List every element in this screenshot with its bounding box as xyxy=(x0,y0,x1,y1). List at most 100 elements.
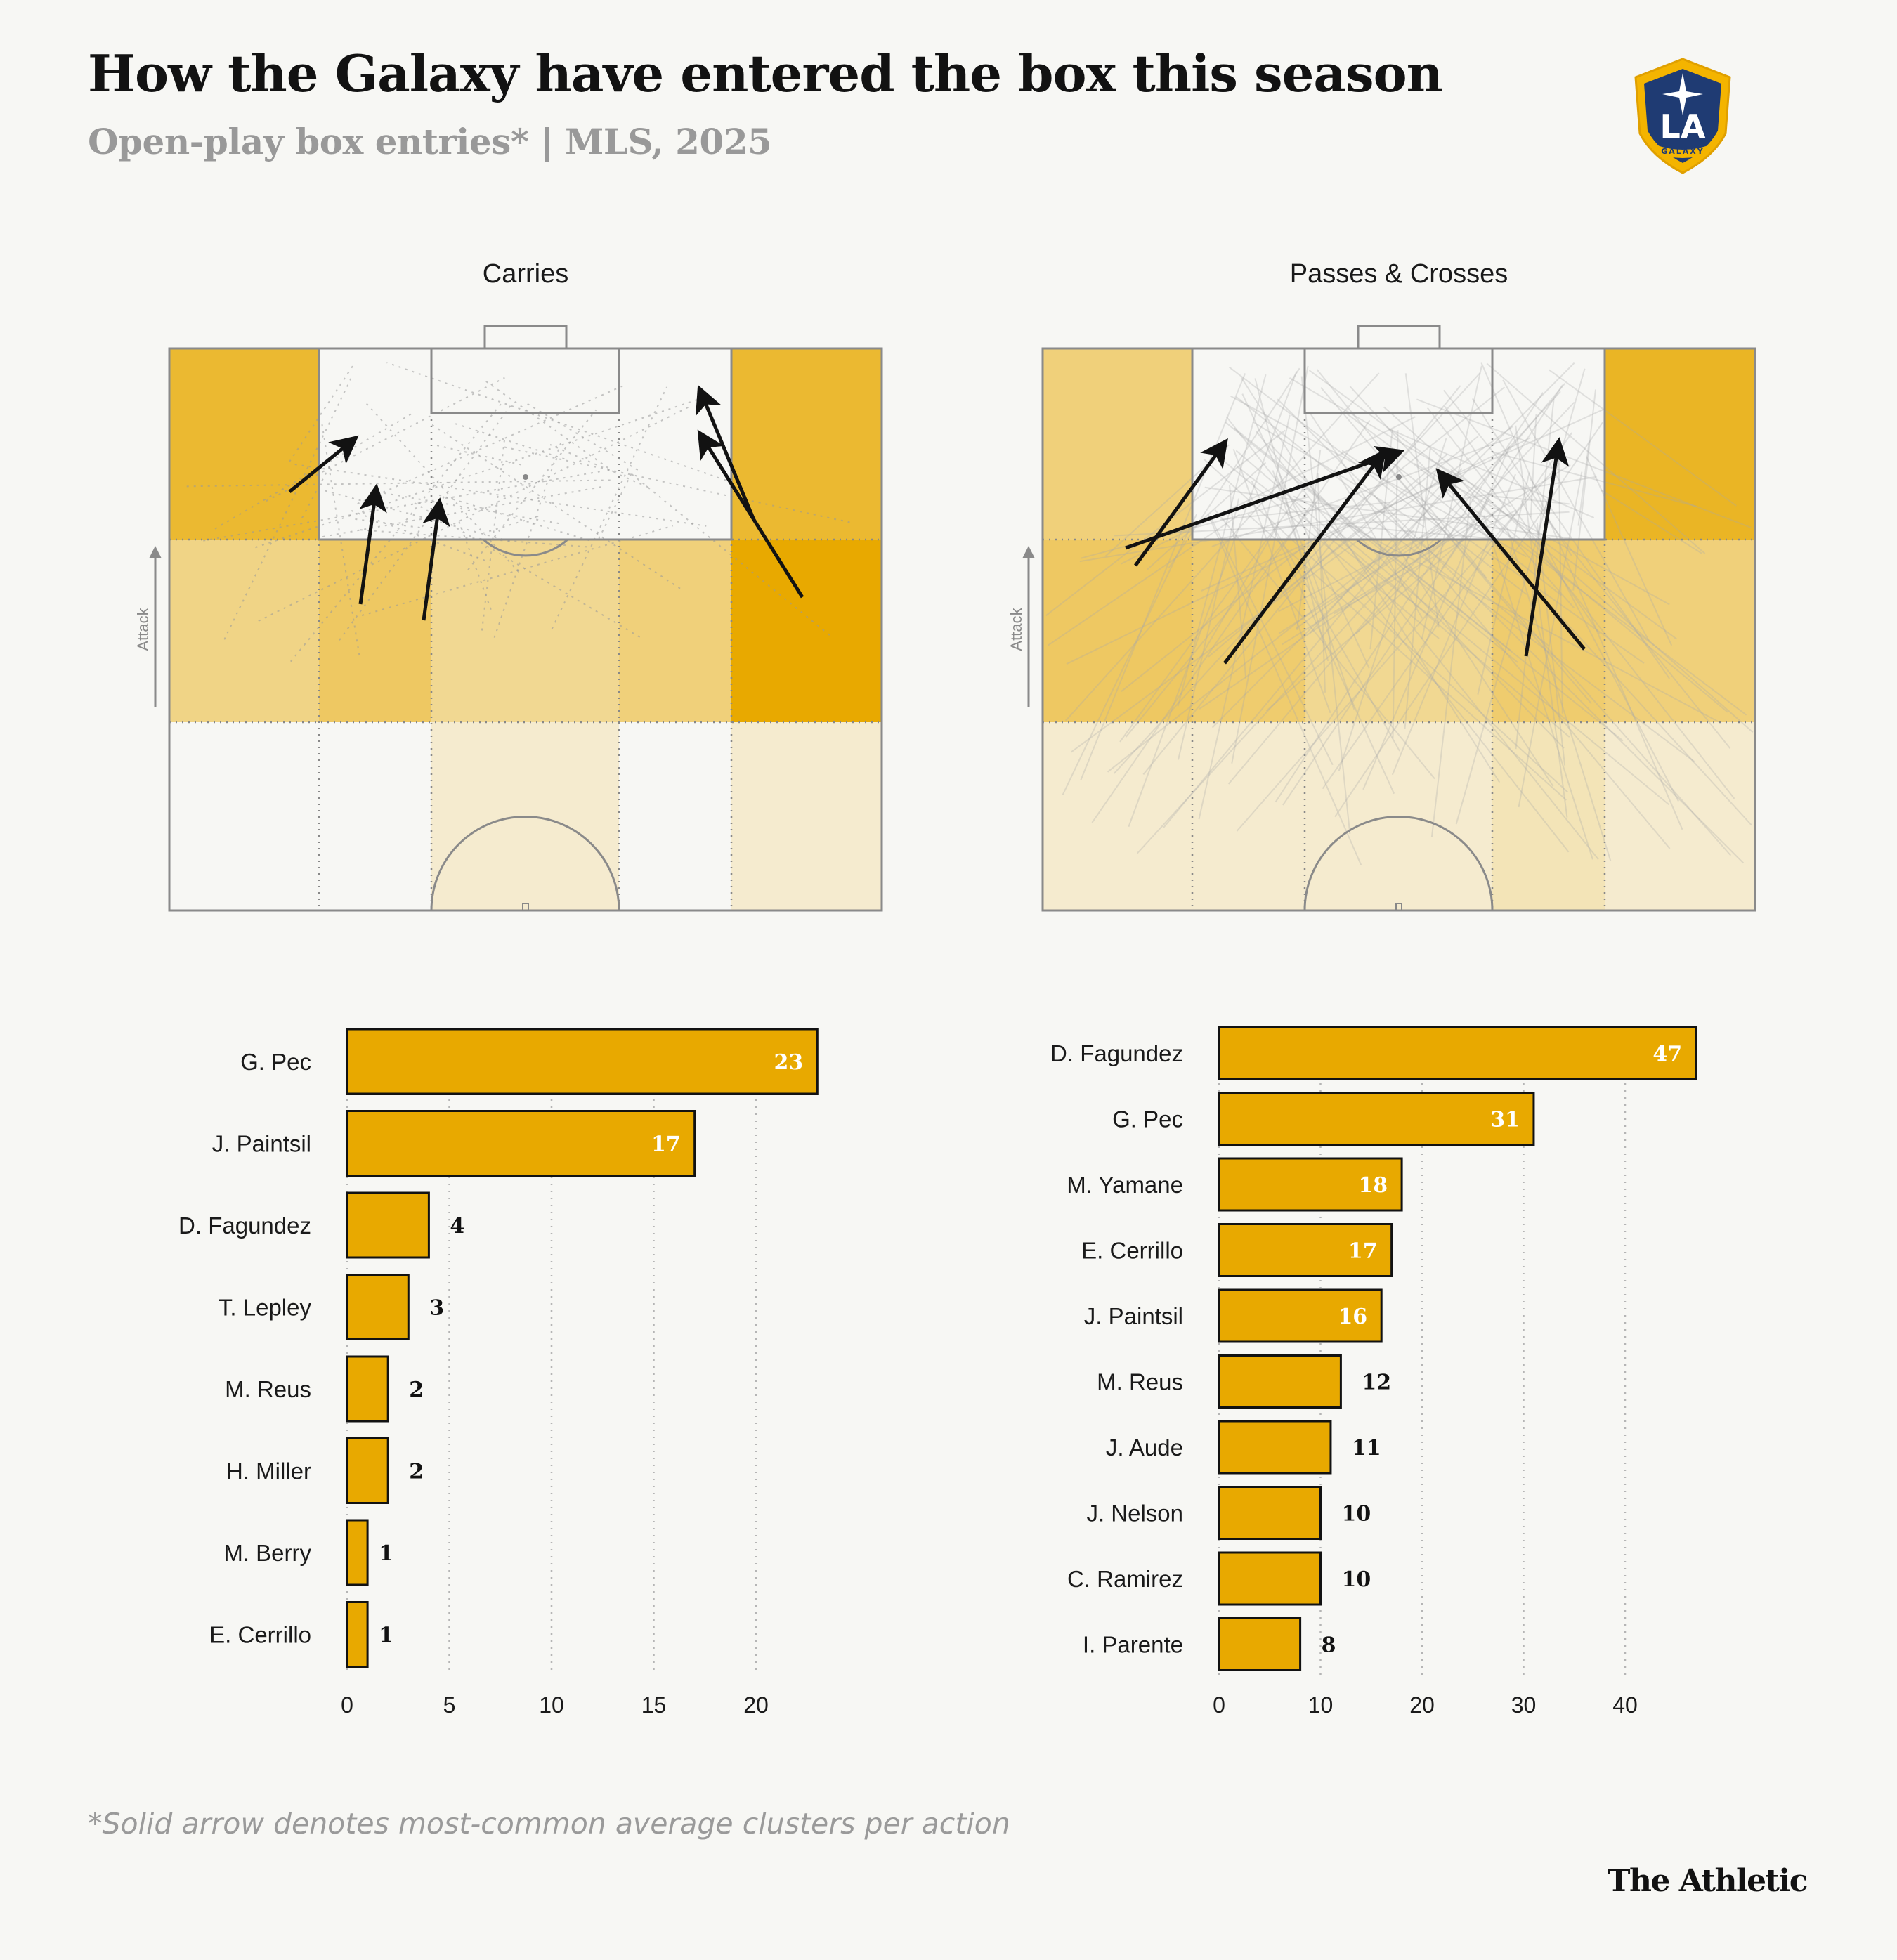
category-label: T. Lepley xyxy=(219,1295,312,1321)
brand-logo-text: The Athletic xyxy=(1607,1863,1808,1899)
zone-carries-0-0 xyxy=(169,348,319,540)
chart-subtitle: Open-play box entries* | MLS, 2025 xyxy=(88,121,772,162)
cluster-arrow-carries-1 xyxy=(358,483,387,605)
bar-passes-1 xyxy=(1218,1092,1535,1146)
bar-carries-4 xyxy=(346,1355,389,1423)
attack-label-passes: Attack xyxy=(1008,607,1025,651)
value-label: 17 xyxy=(1348,1239,1378,1264)
value-label: 8 xyxy=(1322,1633,1336,1658)
penalty-area-passes xyxy=(1192,348,1605,540)
tick-label: 40 xyxy=(1612,1692,1638,1718)
cluster-arrow-carries-4 xyxy=(696,384,756,521)
pitch-carries: Carries Attack xyxy=(134,259,883,912)
category-label: J. Paintsil xyxy=(212,1131,311,1157)
pitch-title-passes: Passes & Crosses xyxy=(1290,259,1508,289)
zone-passes-2-0 xyxy=(1043,722,1192,910)
tick-label: 0 xyxy=(1213,1692,1225,1718)
tick-label: 15 xyxy=(641,1692,667,1718)
value-label: 17 xyxy=(651,1132,681,1157)
la-galaxy-logo-icon: LA GALAXY xyxy=(1634,58,1731,174)
bar-passes-8 xyxy=(1218,1551,1322,1606)
category-label: M. Reus xyxy=(225,1376,311,1402)
value-label: 10 xyxy=(1342,1567,1371,1592)
center-circle-passes xyxy=(1303,816,1494,911)
zone-carries-1-2 xyxy=(431,540,619,722)
value-label: 1 xyxy=(379,1541,393,1566)
goal-passes xyxy=(1357,325,1441,350)
cluster-arrow-passes-2 xyxy=(1223,449,1387,665)
bar-carries-7 xyxy=(346,1601,369,1668)
category-label: I. Parente xyxy=(1083,1632,1183,1658)
category-label: M. Yamane xyxy=(1067,1172,1183,1198)
logo-letters: LA xyxy=(1660,107,1706,145)
zone-carries-0-4 xyxy=(731,348,882,540)
value-label: 2 xyxy=(409,1378,424,1402)
bar-chart-passes: 0 10 20 30 40 D. Fagundez 47 G. Pec 31 M. Yamane 1… xyxy=(1050,1026,1697,1718)
tick-label: 10 xyxy=(1308,1692,1334,1718)
zone-passes-2-4 xyxy=(1605,722,1755,910)
zone-passes-1-2 xyxy=(1305,540,1492,722)
zone-carries-2-1 xyxy=(319,722,431,910)
footnote: *Solid arrow denotes most-common average… xyxy=(88,1807,1010,1841)
category-label: H. Miller xyxy=(226,1458,311,1484)
zone-carries-2-0 xyxy=(169,722,319,910)
category-label: D. Fagundez xyxy=(178,1213,311,1239)
attack-label-carries: Attack xyxy=(134,607,152,651)
value-label: 16 xyxy=(1338,1305,1367,1329)
center-circle-carries xyxy=(430,816,620,911)
goal-carries xyxy=(483,325,568,350)
category-label: M. Reus xyxy=(1097,1369,1183,1395)
bar-passes-2 xyxy=(1218,1157,1403,1212)
cluster-arrow-passes-3 xyxy=(1435,468,1586,651)
pitch-title-carries: Carries xyxy=(483,259,568,289)
pitch-passes: Passes & Crosses Attack xyxy=(1008,259,1756,912)
zone-carries-2-3 xyxy=(619,722,731,910)
tick-label: 5 xyxy=(443,1692,456,1718)
cluster-arrow-passes-1 xyxy=(1125,446,1405,550)
tick-label: 20 xyxy=(1409,1692,1435,1718)
zone-passes-1-4 xyxy=(1605,540,1755,722)
bar-carries-6 xyxy=(346,1519,369,1586)
value-label: 23 xyxy=(774,1050,804,1075)
value-label: 3 xyxy=(429,1296,444,1321)
penalty-area-carries xyxy=(319,348,731,540)
bar-carries-2 xyxy=(346,1191,430,1259)
bar-passes-4 xyxy=(1218,1288,1383,1343)
value-label: 2 xyxy=(409,1460,424,1484)
category-label: M. Berry xyxy=(223,1540,311,1566)
value-label: 31 xyxy=(1490,1108,1520,1132)
cluster-arrow-carries-0 xyxy=(288,435,359,493)
value-label: 11 xyxy=(1352,1436,1381,1461)
zone-passes-0-0 xyxy=(1043,348,1192,540)
tick-label: 0 xyxy=(341,1692,353,1718)
zone-passes-0-4 xyxy=(1605,348,1755,540)
category-label: G. Pec xyxy=(240,1049,311,1075)
tick-label: 30 xyxy=(1511,1692,1537,1718)
zone-carries-1-3 xyxy=(619,540,731,722)
logo-subtext: GALAXY xyxy=(1661,147,1704,156)
value-label: 1 xyxy=(379,1623,393,1648)
zone-passes-2-1 xyxy=(1192,722,1305,910)
zone-passes-1-0 xyxy=(1043,540,1192,722)
zone-carries-2-4 xyxy=(731,722,882,910)
bar-passes-6 xyxy=(1218,1420,1332,1475)
category-label: G. Pec xyxy=(1112,1106,1183,1132)
bar-passes-3 xyxy=(1218,1223,1393,1277)
zone-carries-1-4 xyxy=(731,540,882,722)
bar-carries-5 xyxy=(346,1437,389,1504)
penalty-arc-passes xyxy=(1356,538,1442,557)
value-label: 10 xyxy=(1342,1502,1371,1527)
cluster-arrow-passes-0 xyxy=(1133,438,1228,567)
bar-passes-5 xyxy=(1218,1354,1342,1409)
category-label: C. Ramirez xyxy=(1067,1566,1183,1592)
bar-carries-1 xyxy=(346,1110,696,1177)
zone-passes-2-3 xyxy=(1492,722,1605,910)
bar-passes-9 xyxy=(1218,1617,1302,1671)
category-label: J. Nelson xyxy=(1086,1501,1183,1527)
category-label: J. Paintsil xyxy=(1084,1303,1183,1329)
bar-passes-7 xyxy=(1218,1486,1322,1540)
category-label: E. Cerrillo xyxy=(209,1622,311,1648)
value-label: 47 xyxy=(1652,1042,1682,1066)
zone-carries-1-1 xyxy=(319,540,431,722)
